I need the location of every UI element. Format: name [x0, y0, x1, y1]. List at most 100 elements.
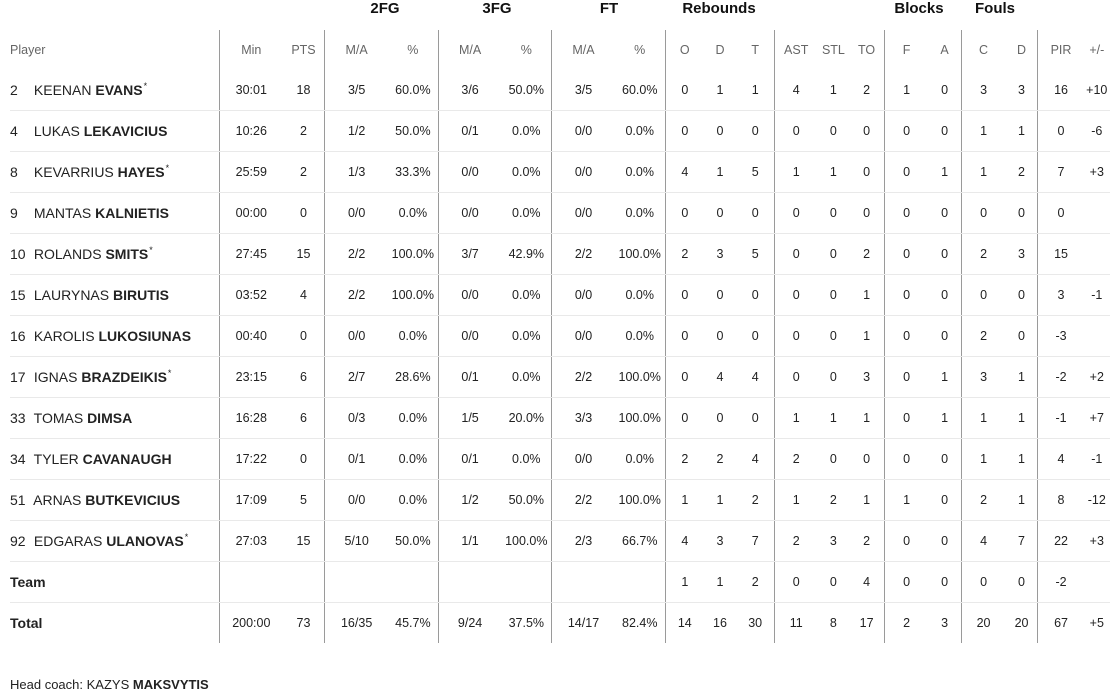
player-row[interactable]: 51 ARNAS BUTKEVICIUS 17:09 5 0/0 0.0% 1/2 50.0…: [10, 479, 1110, 521]
player-row[interactable]: 17 IGNAS BRAZDEIKIS* 23:15 6 2/7 28.6% 0/1 0.0…: [10, 356, 1110, 398]
stat-ast: 1: [774, 397, 818, 439]
col-foul-d[interactable]: D: [1017, 43, 1027, 57]
stat-blk-a: 3: [941, 616, 949, 630]
player-name-cell[interactable]: 33 TOMAS DIMSA: [10, 397, 220, 439]
stat-to: 1: [849, 274, 885, 316]
player-number: 17: [10, 369, 26, 385]
stat-blk-f: 0: [883, 315, 929, 357]
player-last-name: BIRUTIS: [113, 287, 169, 303]
col-3fg-ma[interactable]: M/A: [437, 30, 502, 70]
stat-2fg-pct: 45.7%: [395, 616, 431, 630]
stat-ft-pct: 0.0%: [614, 110, 666, 152]
stat-3fg-ma: 1/1: [437, 520, 502, 562]
col-reb-d[interactable]: D: [715, 43, 725, 57]
stat-reb-o: 0: [664, 397, 704, 439]
stat-2fg-ma: 0/0: [324, 479, 388, 521]
stat-to: 1: [849, 397, 885, 439]
stat-foul-d: 1: [1005, 110, 1038, 152]
col-ft-pct[interactable]: %: [634, 43, 646, 57]
player-row[interactable]: 15 LAURYNAS BIRUTIS 03:52 4 2/2 100.0% 0/0 0.0…: [10, 274, 1110, 316]
player-name-cell[interactable]: 10 ROLANDS SMITS*: [10, 233, 220, 275]
col-3fg-pct[interactable]: %: [520, 43, 532, 57]
player-row[interactable]: 8 KEVARRIUS HAYES* 25:59 2 1/3 33.3% 0/0 0.0% 0…: [10, 151, 1110, 193]
player-name-cell[interactable]: 17 IGNAS BRAZDEIKIS*: [10, 356, 220, 398]
player-row[interactable]: 9 MANTAS KALNIETIS 00:00 0 0/0 0.0% 0/0 0.0% 0/…: [10, 192, 1110, 234]
stat-pts: [282, 561, 325, 603]
col-min[interactable]: Min: [219, 30, 283, 70]
stat-ast: 1: [774, 479, 818, 521]
player-number: 2: [10, 82, 18, 98]
col-blk-f[interactable]: F: [883, 30, 929, 70]
stat-min: 17:22: [219, 438, 283, 480]
stat-ft-pct: 100.0%: [614, 479, 666, 521]
stat-foul-c: 1: [960, 397, 1006, 439]
player-name-cell[interactable]: 34 TYLER CAVANAUGH: [10, 438, 220, 480]
stat-ast: 4: [774, 70, 818, 111]
stat-3fg-pct: 20.0%: [501, 397, 552, 439]
stat-plus-minus: -12: [1083, 479, 1110, 521]
stat-foul-c: 2: [960, 479, 1006, 521]
stat-plus-minus: [1083, 233, 1110, 275]
col-reb-t[interactable]: T: [751, 43, 759, 57]
stat-2fg-pct: 28.6%: [387, 356, 439, 398]
stat-reb-d: 0: [703, 397, 737, 439]
stat-ft-ma: 0/0: [551, 151, 615, 193]
col-pir[interactable]: PIR: [1037, 30, 1084, 70]
stat-blk-a: 0: [928, 110, 962, 152]
player-row[interactable]: 92 EDGARAS ULANOVAS* 27:03 15 5/10 50.0% 1/1 1…: [10, 520, 1110, 562]
player-first-name: KEENAN: [33, 82, 92, 98]
col-player[interactable]: Player: [10, 43, 46, 57]
col-blk-a[interactable]: A: [940, 43, 949, 57]
player-number: 34: [10, 451, 26, 467]
col-to[interactable]: TO: [858, 43, 876, 57]
stat-blk-a: 0: [928, 479, 962, 521]
stat-foul-c: 4: [960, 520, 1006, 562]
stat-ft-ma: 14/17: [551, 602, 615, 643]
stat-reb-o: 4: [664, 520, 704, 562]
stat-reb-o: 2: [664, 233, 704, 275]
player-first-name: LUKAS: [33, 123, 80, 139]
stat-plus-minus: +3: [1083, 520, 1110, 562]
starter-marker: *: [165, 163, 170, 173]
stat-stl: 0: [817, 110, 850, 152]
player-row[interactable]: 34 TYLER CAVANAUGH 17:22 0 0/1 0.0% 0/1 0.0% 0/…: [10, 438, 1110, 480]
col-2fg-ma[interactable]: M/A: [324, 30, 388, 70]
col-plus-minus[interactable]: +/-: [1089, 43, 1105, 57]
player-row[interactable]: 2 KEENAN EVANS* 30:01 18 3/5 60.0% 3/6 50.0% 3/…: [10, 70, 1110, 111]
player-name-cell[interactable]: 9 MANTAS KALNIETIS: [10, 192, 220, 234]
stat-ast: 1: [774, 151, 818, 193]
player-name-cell[interactable]: 8 KEVARRIUS HAYES*: [10, 151, 220, 193]
stat-to: 1: [849, 479, 885, 521]
col-ft-ma[interactable]: M/A: [551, 30, 615, 70]
stat-3fg-ma: 1/5: [437, 397, 502, 439]
stat-foul-c: 20: [960, 602, 1006, 643]
stat-reb-d: 0: [703, 110, 737, 152]
player-name-cell[interactable]: 15 LAURYNAS BIRUTIS: [10, 274, 220, 316]
player-row[interactable]: 10 ROLANDS SMITS* 27:45 15 2/2 100.0% 3/7 42.9…: [10, 233, 1110, 275]
player-name-cell[interactable]: 4 LUKAS LEKAVICIUS: [10, 110, 220, 152]
player-row[interactable]: 4 LUKAS LEKAVICIUS 10:26 2 1/2 50.0% 0/1 0.0% 0…: [10, 110, 1110, 152]
player-row[interactable]: 16 KAROLIS LUKOSIUNAS 00:40 0 0/0 0.0% 0/0 0.0…: [10, 315, 1110, 357]
player-first-name: EDGARAS: [33, 533, 103, 549]
col-stl[interactable]: STL: [821, 43, 845, 57]
stat-plus-minus: [1083, 192, 1110, 234]
player-name-cell[interactable]: 2 KEENAN EVANS*: [10, 70, 220, 111]
stat-reb-d: 0: [703, 192, 737, 234]
stat-reb-t: 0: [736, 397, 775, 439]
stat-pir: 22: [1037, 520, 1084, 562]
player-name-cell[interactable]: 16 KAROLIS LUKOSIUNAS: [10, 315, 220, 357]
stat-reb-t: 1: [736, 70, 775, 111]
stat-blk-f: 0: [883, 438, 929, 480]
box-score-table: Player Min PTS M/A % M/A % M/A % O D T A…: [10, 30, 1110, 643]
col-pts[interactable]: PTS: [291, 43, 316, 57]
col-ast[interactable]: AST: [774, 30, 818, 70]
col-foul-c[interactable]: C: [960, 30, 1006, 70]
player-name-cell[interactable]: 51 ARNAS BUTKEVICIUS: [10, 479, 220, 521]
stat-reb-o: 0: [664, 315, 704, 357]
col-2fg-pct[interactable]: %: [407, 43, 419, 57]
stat-ast: 0: [774, 315, 818, 357]
col-reb-o[interactable]: O: [664, 30, 704, 70]
player-name-cell[interactable]: 92 EDGARAS ULANOVAS*: [10, 520, 220, 562]
stat-reb-d: 0: [703, 274, 737, 316]
player-row[interactable]: 33 TOMAS DIMSA 16:28 6 0/3 0.0% 1/5 20.0% 3/3 10…: [10, 397, 1110, 439]
